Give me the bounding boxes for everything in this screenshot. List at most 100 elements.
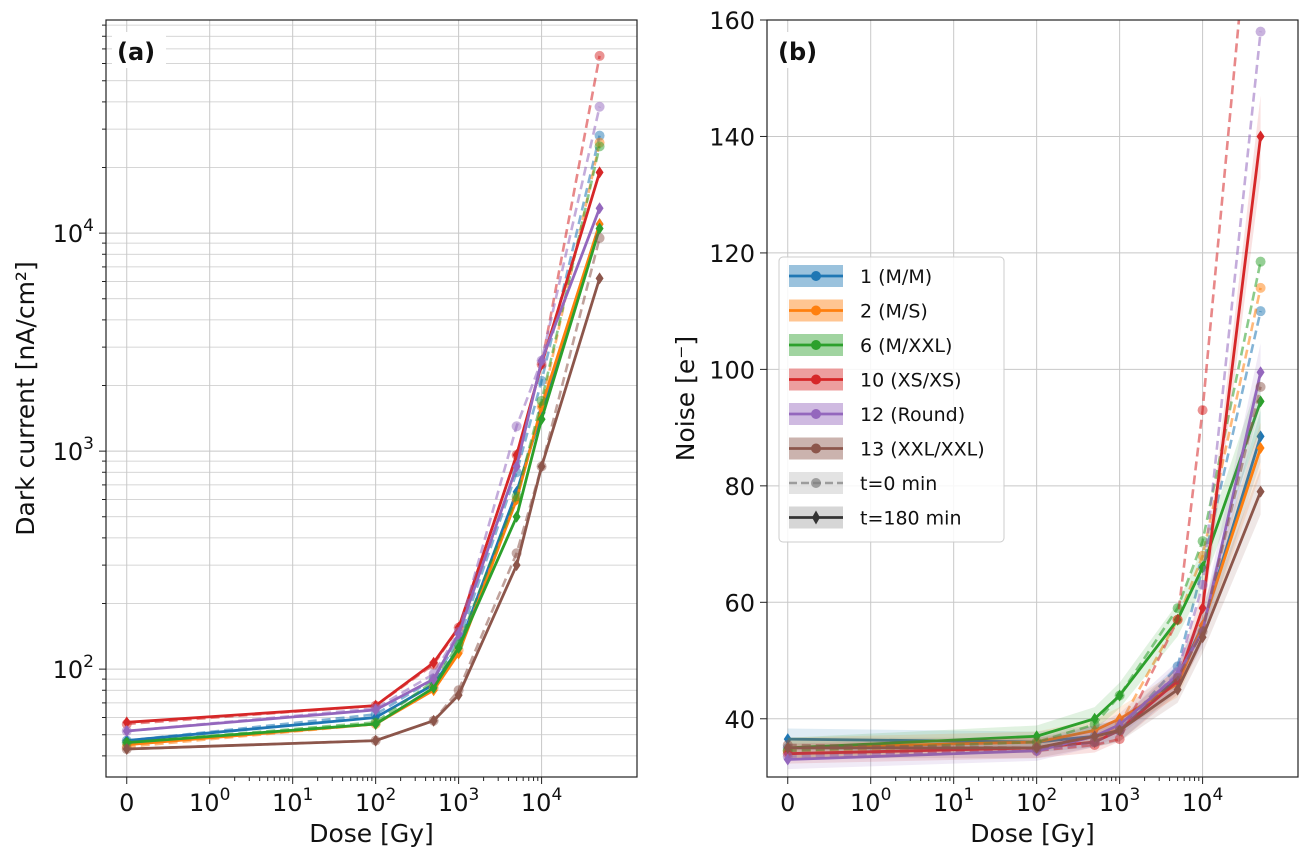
x-tick-label-exp: 1 xyxy=(303,785,314,805)
point-t0-6-m-xxl xyxy=(1255,256,1266,267)
x-tick-label: 100 xyxy=(189,785,230,817)
x-tick-label: 101 xyxy=(933,785,974,817)
point-t180-13-xxl-xxl xyxy=(1115,724,1124,737)
point-t180-13-xxl-xxl xyxy=(537,460,546,473)
legend-marker xyxy=(812,510,820,525)
x-tick-label-base: 10 xyxy=(850,789,881,817)
point-t180-12-round xyxy=(429,673,438,686)
x-tick-label-exp: 2 xyxy=(386,785,397,805)
x-tick-label-base: 10 xyxy=(521,789,552,817)
point-t0-10-xs-xs xyxy=(594,50,605,61)
series-12-round xyxy=(121,101,605,738)
point-t180-12-round xyxy=(371,703,380,716)
legend-marker xyxy=(811,305,821,316)
x-tick-label-exp: 0 xyxy=(220,785,231,805)
point-t0-10-xs-xs xyxy=(1197,405,1208,416)
legend-item-1-m-m: 1 (M/M) xyxy=(789,265,932,288)
x-tick-label: 0 xyxy=(780,789,795,817)
point-t180-12-round xyxy=(1256,366,1265,379)
y-tick-label: 102 xyxy=(53,652,94,684)
point-t180-12-round xyxy=(512,460,521,473)
point-t180-6-m-xxl xyxy=(512,510,521,523)
legend-item-6-m-xxl: 6 (M/XXL) xyxy=(789,334,952,357)
point-t180-6-m-xxl xyxy=(1032,730,1041,743)
point-t180-13-xxl-xxl xyxy=(429,714,438,727)
x-tick-label: 103 xyxy=(1099,785,1140,817)
panel-label: (a) xyxy=(117,38,155,66)
y-tick-label: 104 xyxy=(53,216,94,248)
x-tick-label-base: 10 xyxy=(1099,789,1130,817)
legend-box xyxy=(778,256,1005,543)
y-axis-label: Noise [e⁻] xyxy=(671,336,700,461)
point-t0-12-round xyxy=(1255,26,1266,37)
legend-label: 10 (XS/XS) xyxy=(860,370,962,392)
point-t180-6-m-xxl xyxy=(537,413,546,426)
legend-marker xyxy=(811,478,821,488)
point-t180-12-round xyxy=(537,354,546,367)
point-t0-6-m-xxl xyxy=(536,395,547,406)
legend-label: 2 (M/S) xyxy=(860,301,928,323)
point-t0-10-xs-xs xyxy=(1114,734,1125,745)
y-tick-label: 40 xyxy=(724,706,755,734)
x-tick-label-exp: 4 xyxy=(551,785,562,805)
legend-item-10-xs-xs: 10 (XS/XS) xyxy=(789,368,962,392)
x-tick-label-base: 10 xyxy=(272,789,303,817)
line-t180-1-m-m xyxy=(126,223,601,743)
band-6-m-xxl xyxy=(787,373,1261,759)
point-t180-13-xxl-xxl xyxy=(1032,741,1041,754)
point-t180-13-xxl-xxl xyxy=(512,559,521,572)
y-tick-label: 160 xyxy=(709,7,755,35)
point-t180-1-m-m xyxy=(1256,430,1265,443)
legend-item-12-round: 12 (Round) xyxy=(789,403,965,426)
point-t180-6-m-xxl xyxy=(1115,689,1124,702)
point-t180-6-m-xxl xyxy=(454,641,463,654)
point-t180-2-m-s xyxy=(1256,441,1265,454)
y-tick-label: 103 xyxy=(53,434,94,466)
point-t180-12-round xyxy=(783,753,792,766)
plot-frame xyxy=(766,19,1299,778)
x-axis-label: Dose [Gy] xyxy=(309,819,434,848)
point-t0-2-m-s xyxy=(1255,282,1266,293)
plot-frame xyxy=(105,19,638,778)
legend-label: 13 (XXL/XXL) xyxy=(860,439,985,461)
x-axis-label: Dose [Gy] xyxy=(970,819,1095,848)
y-tick-label-base: 10 xyxy=(53,220,84,248)
panel-label: (b) xyxy=(778,38,817,66)
x-tick-label: 100 xyxy=(850,785,891,817)
point-t0-13-xxl-xxl xyxy=(1255,381,1266,392)
y-tick-label-exp: 3 xyxy=(83,434,94,454)
y-tick-label-exp: 4 xyxy=(83,216,94,236)
point-t0-13-xxl-xxl xyxy=(1172,673,1183,684)
point-t180-13-xxl-xxl xyxy=(595,272,604,285)
line-t180-13-xxl-xxl xyxy=(126,277,601,751)
point-t180-6-m-xxl xyxy=(595,222,604,235)
point-t180-13-xxl-xxl xyxy=(1256,485,1265,498)
x-tick-label: 104 xyxy=(521,785,562,817)
point-t180-10-xs-xs xyxy=(595,166,604,179)
series-10-xs-xs xyxy=(121,50,605,730)
series-2-m-s xyxy=(121,137,605,752)
point-t180-6-m-xxl xyxy=(1090,712,1099,725)
point-t180-10-xs-xs xyxy=(1256,130,1265,143)
point-t180-12-round xyxy=(122,725,131,738)
line-t0-1-m-m xyxy=(126,135,601,742)
point-t180-13-xxl-xxl xyxy=(371,734,380,747)
point-t0-12-round xyxy=(511,421,522,432)
series-13-xxl-xxl xyxy=(121,232,605,756)
y-tick-label: 140 xyxy=(709,123,755,151)
legend-marker xyxy=(811,409,821,419)
x-tick-label-exp: 0 xyxy=(881,785,892,805)
line-t180-6-m-xxl xyxy=(126,228,601,745)
panel-label-bg xyxy=(773,32,827,68)
line-t0-10-xs-xs xyxy=(126,55,601,726)
legend-item-t-0-min: t=0 min xyxy=(789,472,937,495)
x-tick-label-exp: 3 xyxy=(1129,785,1140,805)
point-t0-6-m-xxl xyxy=(511,491,522,502)
x-tick-label-exp: 4 xyxy=(1212,785,1223,805)
x-tick-label: 101 xyxy=(272,785,313,817)
y-tick-label: 100 xyxy=(709,356,755,384)
point-t0-1-m-m xyxy=(594,130,605,141)
point-t180-13-xxl-xxl xyxy=(1198,631,1207,644)
